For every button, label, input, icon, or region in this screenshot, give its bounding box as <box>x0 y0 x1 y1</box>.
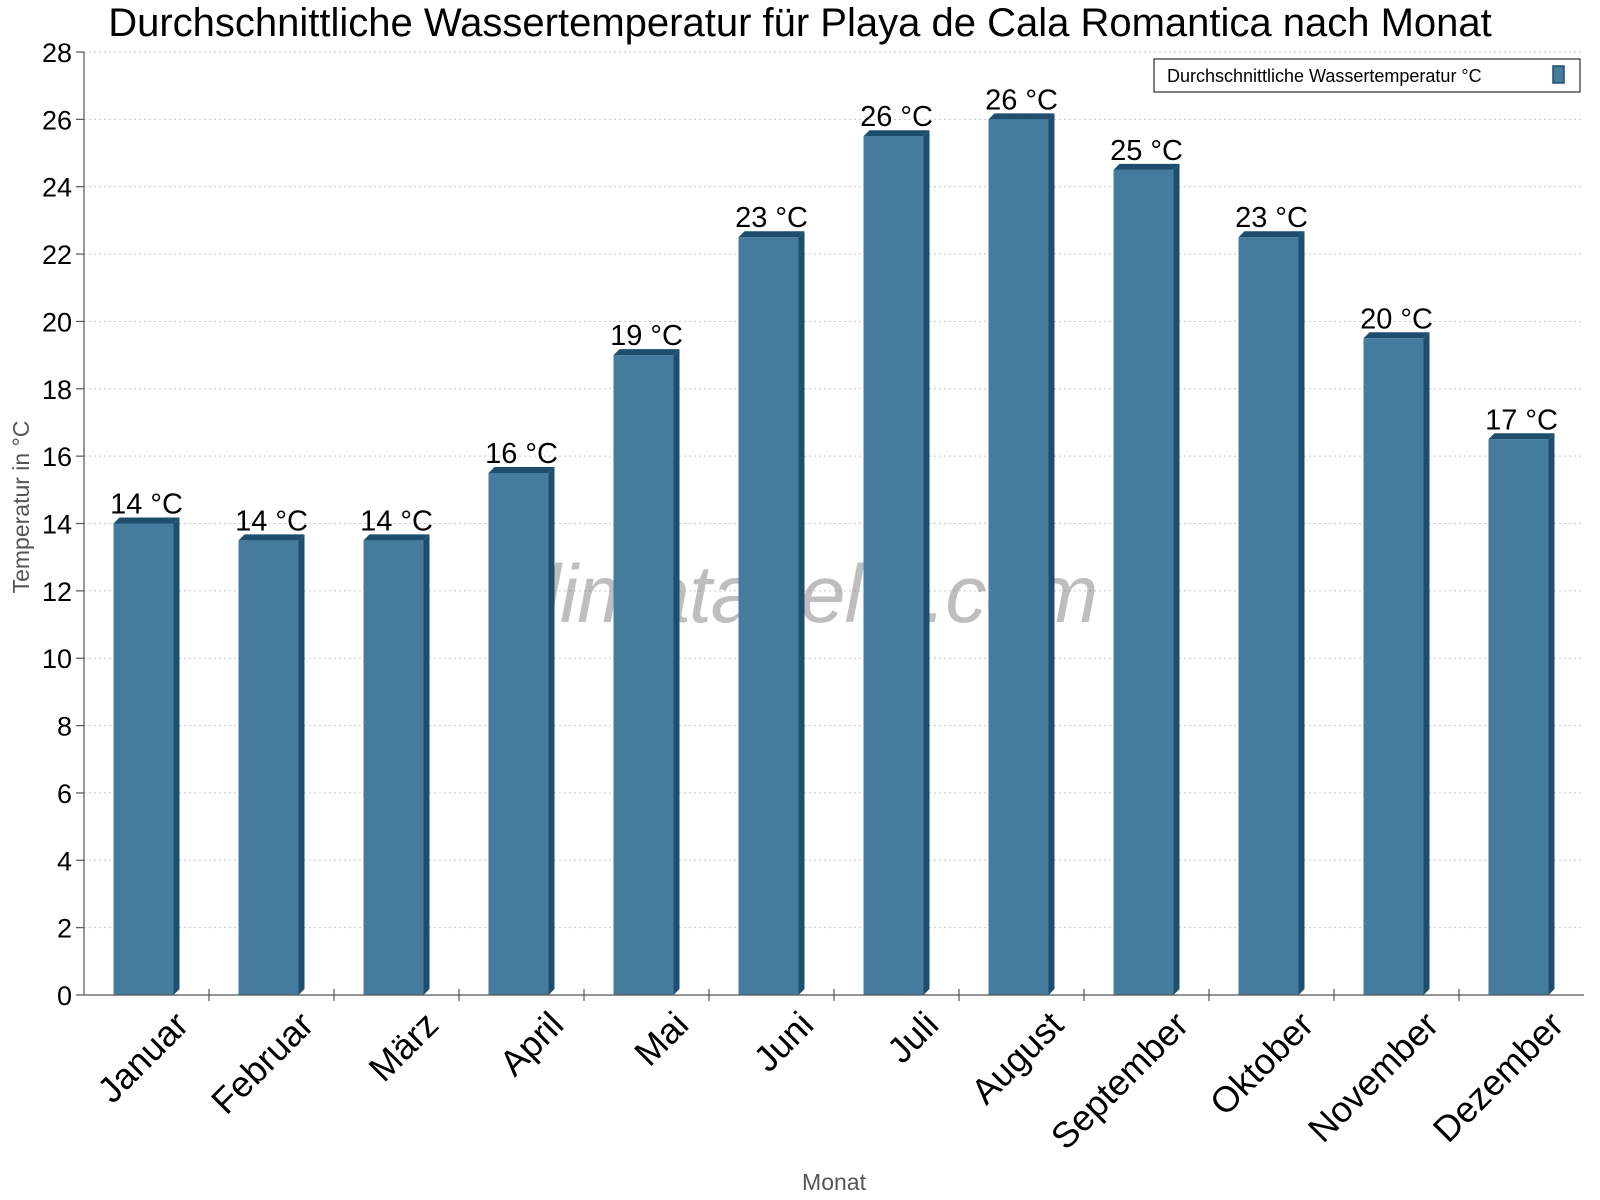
x-tick-label: Juni <box>745 1004 821 1080</box>
data-label: 23 °C <box>1235 202 1308 234</box>
bar-top <box>988 113 1055 120</box>
bars <box>113 113 1555 996</box>
x-tick-label: Juli <box>879 1004 946 1071</box>
x-tick-label: Dezember <box>1425 1004 1571 1150</box>
chart-title: Durchschnittliche Wassertemperatur für P… <box>108 1 1492 45</box>
y-tick-label: 20 <box>42 307 72 337</box>
bar-märz <box>363 540 424 995</box>
x-tick-label: November <box>1300 1004 1446 1150</box>
legend-box <box>1153 58 1581 93</box>
data-label: 23 °C <box>735 202 808 234</box>
y-tick-label: 22 <box>42 240 72 270</box>
bar-september <box>1113 169 1174 995</box>
bar-side <box>548 466 555 995</box>
data-label: 14 °C <box>110 489 183 521</box>
x-tick-label: Januar <box>89 1004 196 1111</box>
bar-side <box>1298 231 1305 995</box>
y-tick-label: 26 <box>42 105 72 135</box>
data-label: 26 °C <box>860 101 933 133</box>
bar-top <box>1113 163 1180 170</box>
y-axis-title: Temperatur in °C <box>8 421 34 594</box>
legend: Durchschnittliche Wassertemperatur °C <box>1153 58 1581 93</box>
bar-side <box>298 534 305 995</box>
y-tick-label: 10 <box>42 644 72 674</box>
y-tick-label: 12 <box>42 577 72 607</box>
bar-top <box>1488 433 1555 440</box>
bar-top <box>1363 332 1430 339</box>
bar-side <box>1173 163 1180 995</box>
data-label: 16 °C <box>485 438 558 470</box>
x-tick-label: Februar <box>203 1004 321 1122</box>
bar-august <box>988 119 1049 996</box>
bar-side <box>673 349 680 995</box>
y-tick-label: 8 <box>57 712 72 742</box>
y-tick-label: 28 <box>42 38 72 68</box>
bar-side <box>1548 433 1555 995</box>
bar-top <box>863 130 930 137</box>
legend-label: Durchschnittliche Wassertemperatur °C <box>1167 66 1482 86</box>
bar-side <box>1048 113 1055 996</box>
bar-februar <box>238 540 299 995</box>
bar-juli <box>863 136 924 996</box>
bar-april <box>488 472 549 995</box>
y-tick-label: 24 <box>42 173 72 203</box>
legend-swatch <box>1552 65 1565 84</box>
grid-lines <box>84 51 1584 929</box>
data-label: 14 °C <box>360 505 433 537</box>
y-tick-label: 14 <box>42 510 72 540</box>
x-tick-label: September <box>1043 1004 1197 1158</box>
data-label: 17 °C <box>1485 404 1558 436</box>
bar-side <box>1423 332 1430 996</box>
bar-juni <box>738 237 799 995</box>
bar-januar <box>113 523 174 995</box>
bar-dezember <box>1488 439 1549 995</box>
bar-top <box>113 517 180 524</box>
bar-top <box>738 231 805 238</box>
bar-side <box>798 231 805 995</box>
data-label: 20 °C <box>1360 303 1433 335</box>
data-label: 26 °C <box>985 84 1058 116</box>
x-tick-label: Mai <box>626 1004 696 1074</box>
data-label: 19 °C <box>610 320 683 352</box>
y-tick-label: 2 <box>57 914 72 944</box>
bar-side <box>423 534 430 995</box>
data-labels: 14 °C 14 °C 14 °C 16 °C 19 °C 23 °C 26 °C 26 °C… <box>110 84 1558 537</box>
y-tick-label: 18 <box>42 375 72 405</box>
bar-top <box>238 534 305 541</box>
bar-top <box>1238 231 1305 238</box>
bar-top <box>488 466 555 473</box>
y-tick-label: 0 <box>57 981 72 1011</box>
bar-side <box>923 130 930 996</box>
data-label: 14 °C <box>235 505 308 537</box>
x-tick-label: Oktober <box>1202 1004 1322 1124</box>
x-tick-label: April <box>491 1004 571 1084</box>
y-tick-label: 6 <box>57 779 72 809</box>
x-tick-label: März <box>361 1004 447 1090</box>
data-label: 25 °C <box>1110 135 1183 167</box>
bar-oktober <box>1238 237 1299 995</box>
bar-november <box>1363 338 1424 996</box>
y-tick-label: 16 <box>42 442 72 472</box>
bar-mai <box>613 355 674 995</box>
x-axis-title: Monat <box>802 1169 867 1195</box>
bar-top <box>363 534 430 541</box>
y-tick-label: 4 <box>57 846 72 876</box>
bar-top <box>613 349 680 356</box>
bar-side <box>173 517 180 995</box>
x-tick-label: August <box>963 1004 1071 1112</box>
